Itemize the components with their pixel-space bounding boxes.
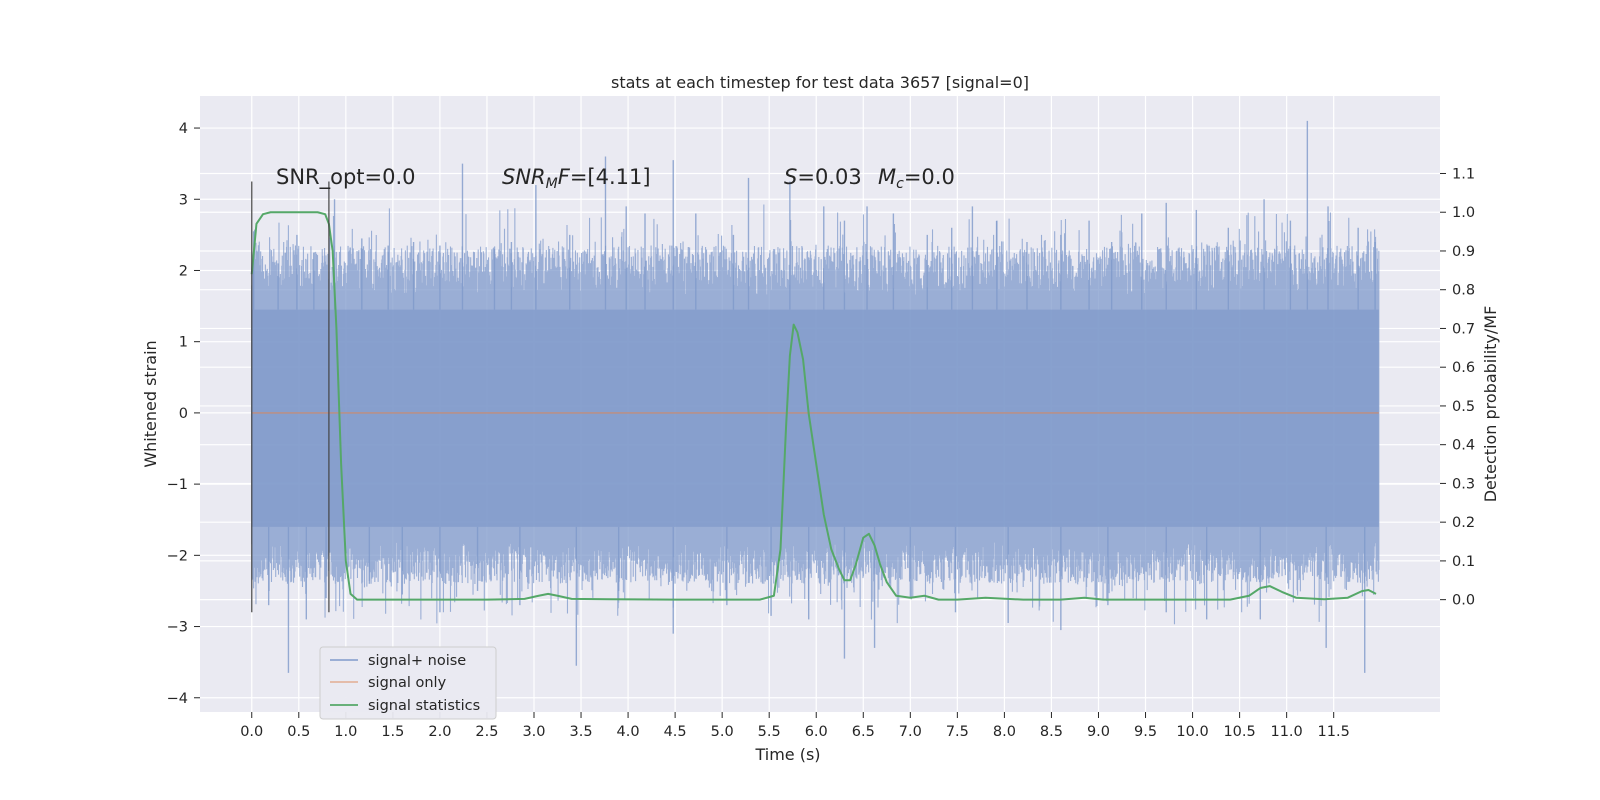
y-tick-label: 2 (179, 263, 188, 279)
x-tick-label: 8.5 (1040, 724, 1063, 740)
snr-mf-label: SNR (502, 165, 546, 189)
y2-tick-label: 0.9 (1452, 244, 1475, 260)
y2-tick-label: 1.1 (1452, 166, 1475, 182)
mc-sub: c (896, 176, 904, 192)
x-tick-label: 10.0 (1176, 724, 1208, 740)
x-tick-label: 6.0 (805, 724, 828, 740)
y2-tick-label: 0.4 (1452, 438, 1475, 454)
x-tick-label: 9.5 (1134, 724, 1157, 740)
y2-tick-label: 0.0 (1452, 593, 1475, 609)
x-tick-label: 11.5 (1318, 724, 1350, 740)
y2-tick-label: 1.0 (1452, 205, 1475, 221)
x-tick-label: 4.0 (617, 724, 640, 740)
x-tick-label: 11.0 (1270, 724, 1302, 740)
y2-tick-label: 0.8 (1452, 283, 1475, 299)
noise-core-band (251, 309, 1379, 527)
y2-tick-label: 0.2 (1452, 515, 1475, 531)
y-tick-label: −4 (167, 691, 188, 707)
x-tick-label: 0.0 (240, 724, 263, 740)
legend-label-signal-only: signal only (368, 675, 447, 691)
snr-mf-sub: M (546, 176, 558, 192)
s-value: =0.03 (797, 165, 861, 189)
x-tick-label: 5.0 (711, 724, 734, 740)
x-tick-label: 8.0 (993, 724, 1016, 740)
y2-tick-label: 0.5 (1452, 399, 1475, 415)
y-tick-label: 0 (179, 406, 188, 422)
annotation-snr-opt: SNR_opt=0.0 (276, 165, 416, 190)
annotation-snr-mf: SNRMF=[4.11] (502, 165, 651, 192)
y-axis-title: Whitened strain (141, 340, 160, 467)
y-tick-label: −3 (167, 620, 188, 636)
y-tick-label: −2 (167, 548, 188, 564)
legend-label-signal-noise: signal+ noise (368, 653, 466, 669)
marker-lines (251, 181, 330, 613)
snr-mf-value: =[4.11] (570, 165, 651, 189)
x-tick-label: 3.5 (570, 724, 593, 740)
y2-tick-label: 0.3 (1452, 476, 1475, 492)
y-tick-label: −1 (167, 477, 188, 493)
y-tick-label: 3 (179, 192, 188, 208)
chart-title: stats at each timestep for test data 365… (611, 73, 1029, 92)
legend-frame (319, 646, 497, 720)
x-tick-label: 7.0 (899, 724, 922, 740)
x-tick-label: 10.5 (1223, 724, 1255, 740)
annotation-s: S=0.03 (784, 165, 862, 189)
y2-tick-label: 0.7 (1452, 321, 1475, 337)
x-tick-label: 2.5 (475, 724, 498, 740)
x-tick-label: 1.5 (381, 724, 404, 740)
x-tick-label: 3.0 (522, 724, 545, 740)
y2-axis-title: Detection probability/MF (1481, 306, 1500, 503)
legend: signal+ noise signal only signal statist… (319, 646, 497, 720)
mc-label: M (878, 165, 896, 189)
x-tick-label: 7.5 (946, 724, 969, 740)
legend-label-signal-statistics: signal statistics (368, 698, 480, 714)
signal-statistics-line (250, 211, 1377, 601)
x-tick-label: 2.0 (428, 724, 451, 740)
y2-tick-label: 0.6 (1452, 360, 1475, 376)
x-tick-label: 5.5 (758, 724, 781, 740)
s-label: S (784, 165, 797, 189)
x-tick-label: 0.5 (287, 724, 310, 740)
x-tick-label: 9.0 (1087, 724, 1110, 740)
y2-tick-label: 0.1 (1452, 554, 1475, 570)
x-tick-label: 6.5 (852, 724, 875, 740)
x-tick-label: 4.5 (664, 724, 687, 740)
x-axis-title: Time (s) (754, 745, 820, 764)
snr-mf-tail: F (558, 165, 571, 189)
signal-noise-series (251, 120, 1380, 673)
annotation-mc: Mc=0.0 (878, 165, 955, 192)
mc-value: =0.0 (904, 165, 955, 189)
signal-statistics-series (250, 211, 1377, 601)
y-tick-label: 4 (179, 121, 188, 137)
y-tick-label: 1 (179, 335, 188, 351)
x-tick-label: 1.0 (334, 724, 357, 740)
